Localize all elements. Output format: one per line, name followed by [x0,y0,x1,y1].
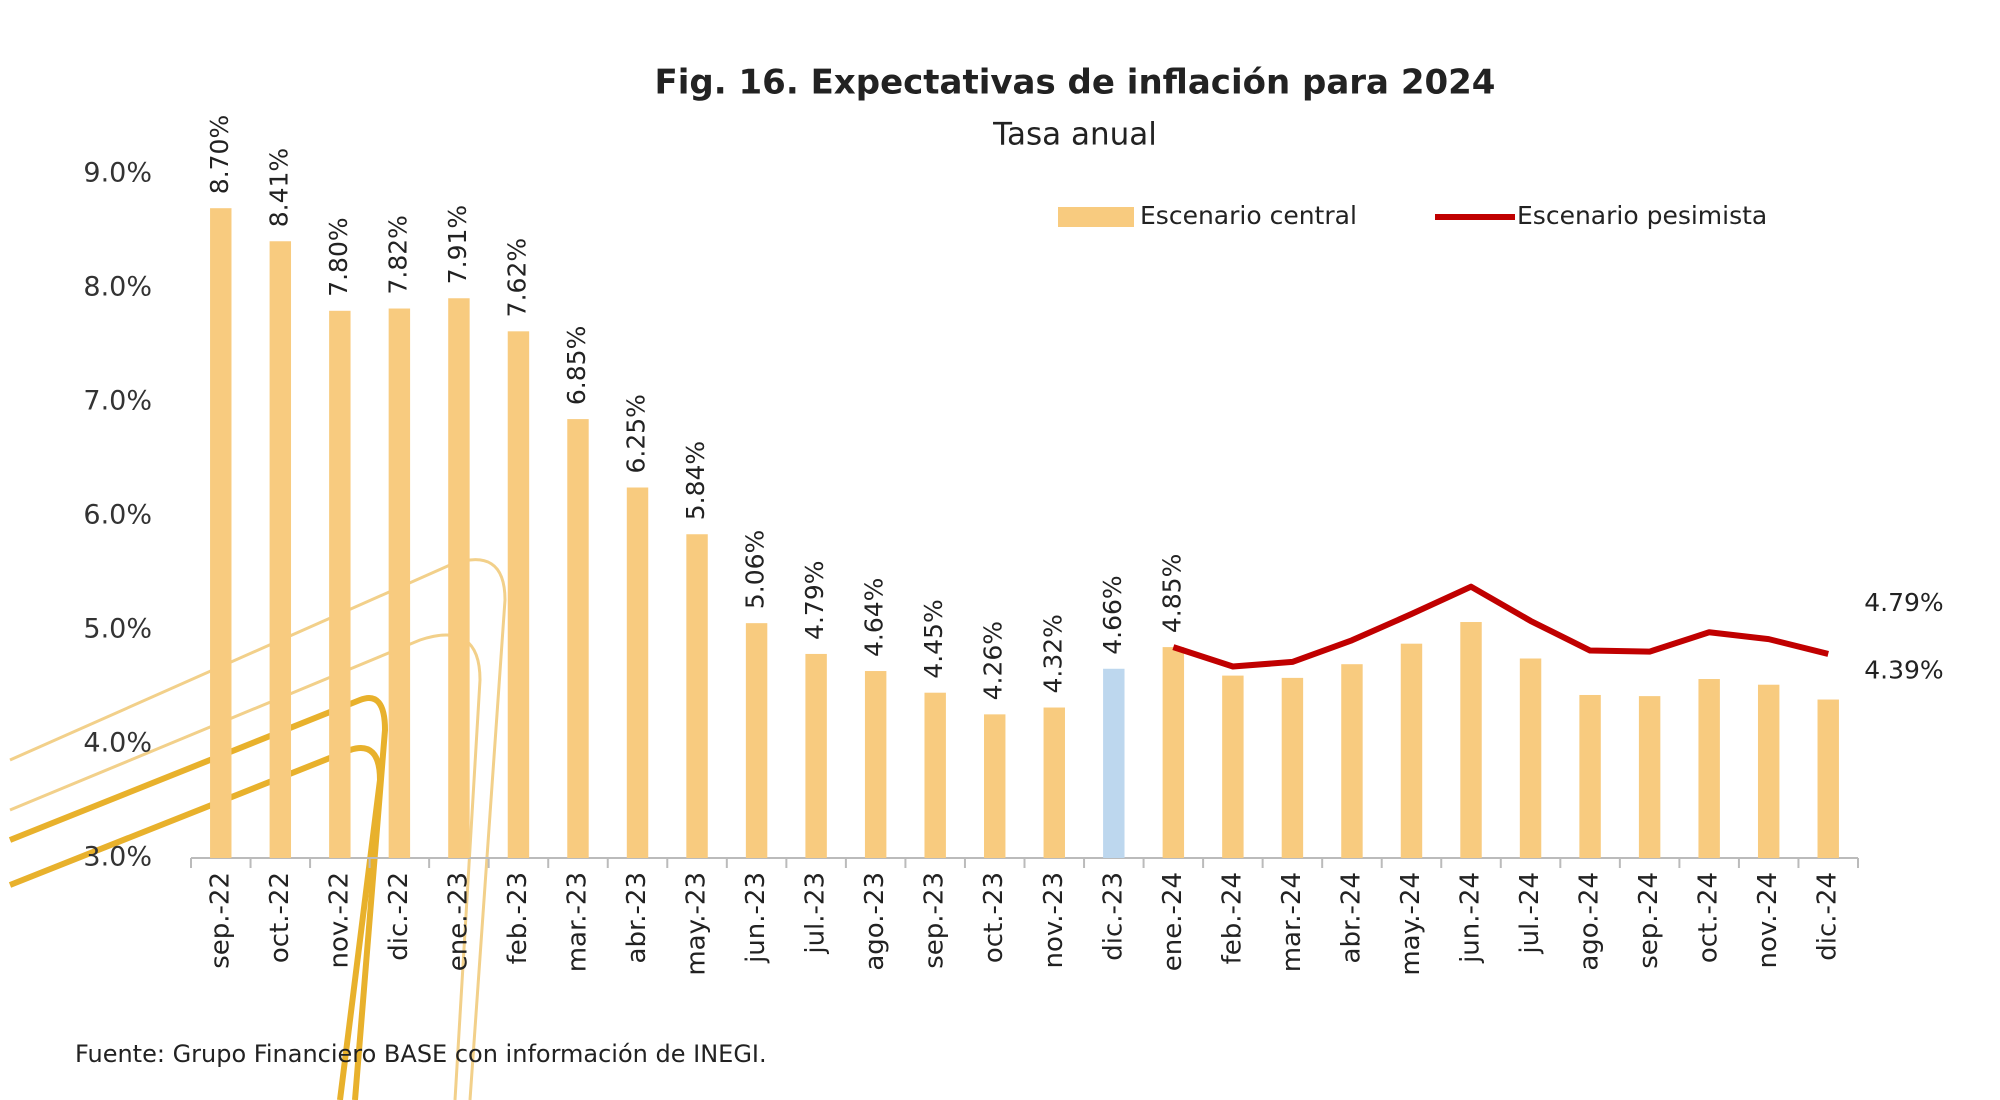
x-tick-label: abr.-23 [622,872,652,963]
bar [984,714,1006,858]
bar [1281,677,1304,858]
value-label: 4.79% [800,561,829,640]
legend-swatch [1058,207,1134,227]
x-tick-label: jul.-24 [1515,872,1545,955]
source-note: Fuente: Grupo Financiero BASE con inform… [75,1040,767,1068]
x-tick-label: nov.-24 [1753,872,1783,968]
value-label: 7.91% [443,205,472,284]
x-tick-label: ago.-23 [860,872,890,971]
y-tick-label: 7.0% [83,386,152,417]
y-tick-label: 8.0% [83,272,152,303]
bar [1817,699,1839,858]
x-tick-label: mar.-24 [1277,872,1307,972]
bar [1162,647,1185,858]
x-tick-label: may.-24 [1396,872,1426,976]
legend-label: Escenario pesimista [1517,201,1767,230]
bar [1341,664,1363,858]
value-label: 4.39% [1864,656,1943,685]
x-tick-label: jun.-24 [1456,872,1486,964]
bar [745,623,768,858]
value-label: 5.84% [681,441,710,520]
value-label: 4.64% [860,578,889,657]
bar [388,308,411,858]
value-label: 7.80% [324,217,353,296]
value-label: 4.26% [979,621,1008,700]
value-label: 4.45% [919,599,948,678]
value-label: 4.66% [1098,575,1127,654]
x-tick-label: oct.-24 [1694,872,1724,963]
bar [626,487,649,858]
x-tick-label: nov.-22 [324,872,354,968]
x-tick-label: feb.-24 [1217,872,1247,964]
bar [269,241,292,858]
bar [1400,643,1423,858]
bar [686,534,708,858]
value-label: 7.82% [383,215,412,294]
bar [210,208,232,858]
x-tick-label: oct.-22 [265,872,295,963]
bar [864,671,887,858]
value-label: 4.85% [1157,554,1186,633]
y-tick-label: 6.0% [83,500,152,531]
x-tick-label: nov.-23 [1039,872,1069,968]
value-label: 7.62% [502,238,531,317]
y-tick-label: 9.0% [83,158,152,189]
line [1172,583,1829,670]
x-tick-label: dic.-23 [1098,872,1128,961]
bar [1757,684,1780,858]
y-tick-label: 4.0% [83,728,152,759]
value-label: 5.06% [741,530,770,609]
value-label: 4.79% [1864,588,1943,617]
x-tick-label: ago.-24 [1575,872,1605,971]
bar [329,310,351,858]
x-tick-label: dic.-22 [384,872,414,961]
x-tick-label: ene.-24 [1158,872,1188,971]
bar [1043,707,1065,858]
x-tick-label: sep.-23 [920,872,950,969]
value-label: 4.32% [1038,614,1067,693]
bar [1103,668,1125,858]
x-tick-label: jul.-23 [801,872,831,955]
x-tick-label: mar.-23 [562,872,592,972]
bar [448,298,470,858]
x-tick-label: may.-23 [682,872,712,976]
bar [507,331,530,858]
chart-subtitle: Tasa anual [992,117,1157,153]
bar [1638,696,1661,858]
x-tick-label: sep.-24 [1634,872,1664,969]
x-tick-label: oct.-23 [979,872,1009,963]
value-label: 8.41% [264,148,293,227]
y-tick-label: 5.0% [83,614,152,645]
value-label: 8.70% [205,115,234,194]
x-tick-label: feb.-23 [503,872,533,964]
chart-title: Fig. 16. Expectativas de inflación para … [655,63,1496,103]
bar [1519,658,1542,858]
bar [1698,679,1720,858]
bar [1222,675,1244,858]
x-tick-label: jun.-23 [741,872,771,964]
y-tick-label: 3.0% [83,842,152,873]
x-tick-label: dic.-24 [1813,872,1843,961]
bar [924,692,946,858]
bar [1460,622,1482,858]
value-label: 6.25% [622,394,651,473]
value-label: 6.85% [562,326,591,405]
legend-label: Escenario central [1140,201,1357,230]
x-tick-label: sep.-22 [205,872,235,969]
bar [805,653,827,858]
bar [567,419,589,858]
bar [1579,694,1601,858]
x-tick-label: ene.-23 [443,872,473,971]
x-tick-label: abr.-24 [1336,872,1366,963]
